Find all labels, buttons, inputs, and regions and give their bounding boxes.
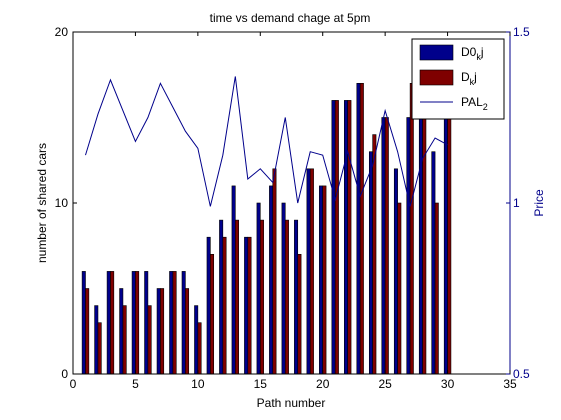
bar-dkj-23 [359, 83, 364, 375]
y2-tick-label-1.5: 1.5 [513, 25, 530, 39]
bar-dkj-20 [322, 185, 327, 375]
legend-swatch-1 [419, 69, 454, 86]
bar-d0kj-3 [106, 271, 111, 375]
x-axis-label: Path number [257, 396, 326, 410]
bar-dkj-24 [372, 134, 377, 375]
bar-d0kj-8 [169, 271, 174, 375]
bar-dkj-14 [247, 236, 252, 375]
bar-dkj-6 [147, 305, 152, 375]
bar-d0kj-5 [131, 271, 136, 375]
bar-d0kj-30 [443, 117, 448, 375]
bar-d0kj-1 [81, 271, 86, 375]
y2-tick-label-0.5: 0.5 [513, 367, 530, 381]
bar-dkj-8 [172, 271, 177, 375]
bar-d0kj-17 [281, 202, 286, 375]
bar-dkj-26 [397, 202, 402, 375]
y2-tick-label-1: 1 [513, 196, 520, 210]
bar-d0kj-9 [181, 271, 186, 375]
bar-d0kj-29 [431, 151, 436, 375]
bar-dkj-21 [334, 100, 339, 375]
bar-dkj-10 [197, 322, 202, 375]
bar-dkj-4 [122, 305, 127, 375]
x-tick-label-10: 10 [191, 377, 205, 391]
line-layer [85, 76, 448, 207]
bar-dkj-29 [434, 202, 439, 375]
x-tick-label-15: 15 [254, 377, 268, 391]
x-tick-label-25: 25 [378, 377, 392, 391]
bar-d0kj-18 [294, 219, 299, 375]
bar-d0kj-6 [144, 271, 149, 375]
bar-d0kj-2 [94, 305, 99, 375]
bar-d0kj-4 [119, 288, 124, 375]
bar-dkj-5 [135, 271, 140, 375]
x-tick-label-20: 20 [316, 377, 330, 391]
bar-dkj-17 [284, 219, 289, 375]
y2-axis-label: Price [532, 189, 546, 217]
bar-d0kj-16 [269, 185, 274, 375]
ticks-layer: 0 5 10 15 20 25 30 35 0 10 20 0.5 1 1.5 [55, 25, 530, 391]
legend-label-0: D0kj [461, 45, 484, 62]
bar-dkj-19 [309, 168, 314, 375]
bar-dkj-27 [409, 83, 414, 375]
y-tick-label-0: 0 [61, 367, 68, 381]
bar-dkj-18 [297, 254, 302, 375]
x-tick-label-35: 35 [503, 377, 517, 391]
bar-dkj-30 [447, 117, 452, 375]
bar-d0kj-10 [194, 305, 199, 375]
bar-d0kj-14 [244, 236, 249, 375]
y-tick-label-10: 10 [55, 196, 69, 210]
bar-d0kj-20 [319, 185, 324, 375]
bar-d0kj-23 [356, 83, 361, 375]
bar-dkj-12 [222, 236, 227, 375]
bar-d0kj-26 [393, 168, 398, 375]
bar-d0kj-24 [368, 151, 373, 375]
bar-dkj-7 [160, 288, 165, 375]
line-pal2 [85, 76, 448, 207]
bar-dkj-16 [272, 168, 277, 375]
bar-dkj-13 [235, 219, 239, 375]
bar-d0kj-27 [406, 117, 411, 375]
bar-d0kj-11 [206, 236, 211, 375]
y-axis-label: number of shared cars [35, 143, 49, 263]
legend-label-2: PAL2 [461, 95, 488, 112]
bar-dkj-3 [110, 271, 115, 375]
bar-d0kj-19 [306, 168, 311, 375]
legend: D0kj Dkj PAL2 [411, 38, 505, 120]
x-tick-label-0: 0 [70, 377, 77, 391]
bar-d0kj-21 [331, 100, 336, 375]
bar-dkj-2 [97, 322, 102, 375]
bar-d0kj-15 [256, 202, 261, 375]
legend-label-1: Dkj [461, 70, 477, 87]
y-tick-label-20: 20 [55, 25, 69, 39]
bar-d0kj-13 [231, 185, 236, 375]
bar-dkj-11 [210, 254, 215, 375]
bar-dkj-22 [347, 100, 352, 375]
bar-dkj-1 [85, 288, 90, 375]
legend-swatch-0 [419, 44, 454, 61]
bar-d0kj-28 [418, 117, 423, 375]
x-tick-label-30: 30 [441, 377, 455, 391]
bar-d0kj-22 [344, 100, 348, 375]
bar-dkj-25 [384, 117, 389, 375]
chart-title: time vs demand chage at 5pm [210, 11, 371, 25]
bar-dkj-9 [185, 288, 190, 375]
bars-layer [81, 83, 452, 375]
bar-d0kj-12 [219, 219, 224, 375]
x-tick-label-5: 5 [132, 377, 139, 391]
bar-dkj-15 [259, 219, 264, 375]
bar-d0kj-25 [381, 117, 386, 375]
bar-d0kj-7 [156, 288, 161, 375]
